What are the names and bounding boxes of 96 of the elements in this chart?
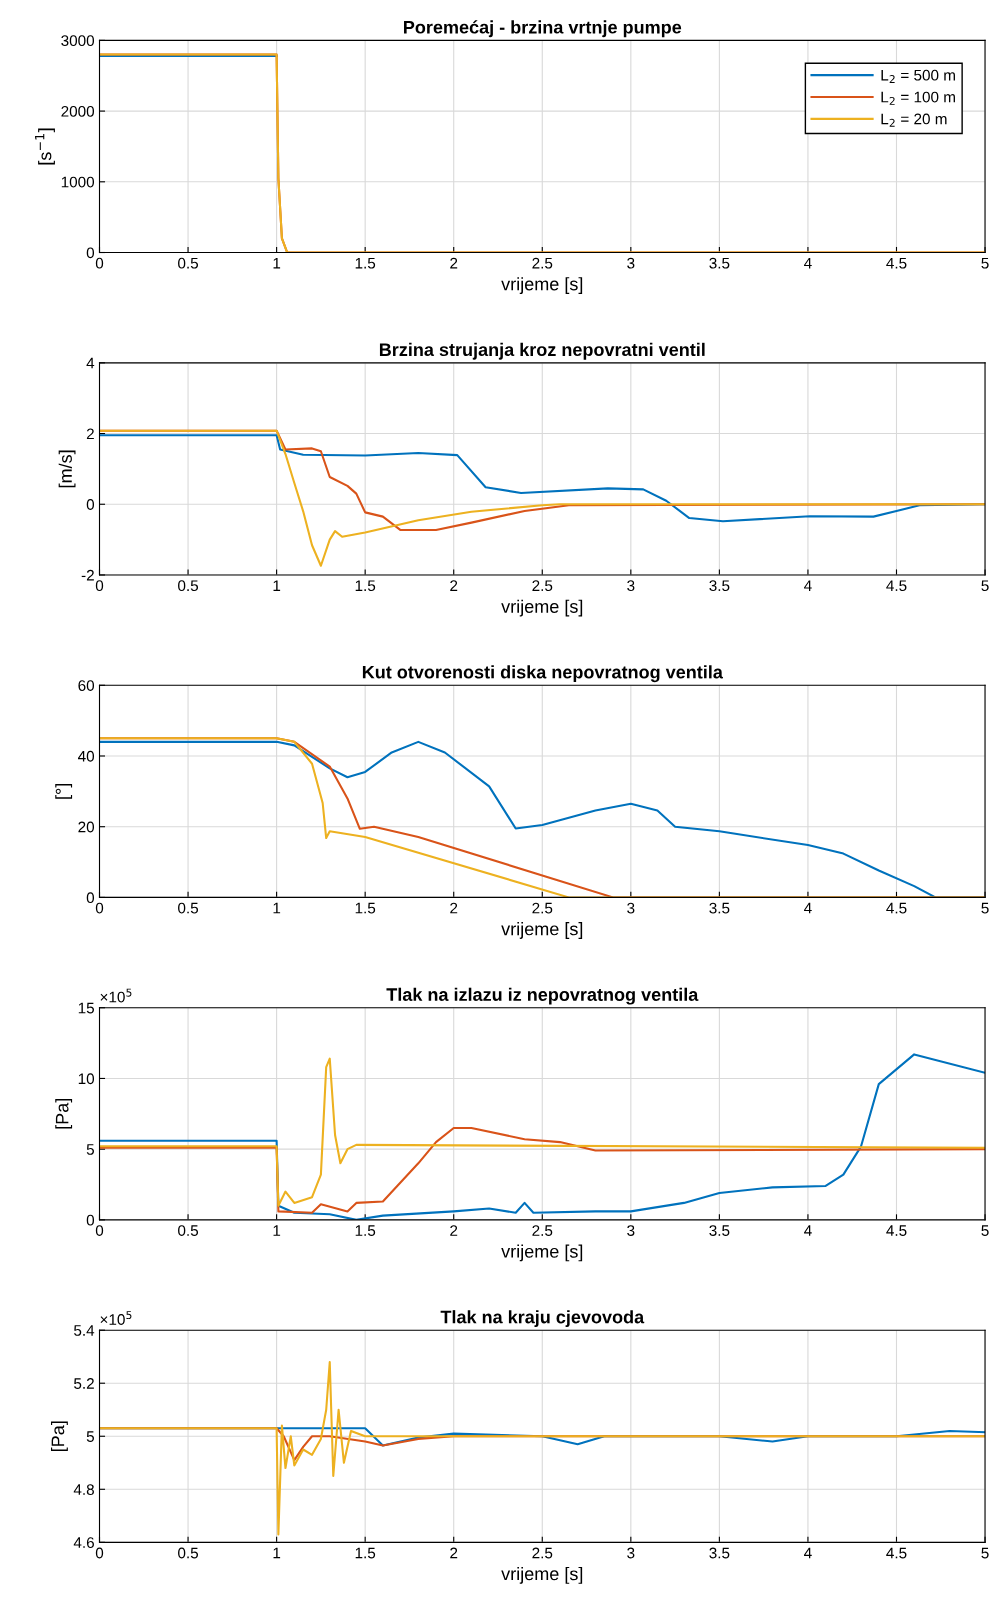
legend-label: L$_{2}$ = 500 m — [881, 69, 955, 83]
y-tick-label: 20 — [78, 821, 95, 833]
chart-title: Kut otvorenosti diska nepovratnog ventila — [362, 665, 723, 683]
x-tick-label: 1.5 — [355, 257, 376, 269]
x-tick-label: 5 — [981, 1547, 989, 1559]
x-axis-title: vrijeme [s] — [501, 277, 583, 294]
legend-label: L$_{2}$ = 20 m — [881, 113, 947, 127]
y-tick-label: 0 — [86, 499, 95, 510]
x-tick-label: 3 — [627, 1225, 635, 1236]
x-tick-label: 0 — [95, 1225, 104, 1236]
x-tick-label: 1 — [273, 902, 281, 914]
x-tick-label: 4.5 — [886, 902, 907, 914]
text: ×10$^{5}$ — [100, 988, 132, 1003]
x-tick-label: 4 — [804, 580, 812, 591]
y-tick-label: -2 — [81, 569, 94, 581]
legend-label: L$_{2}$ = 100 m — [881, 91, 955, 105]
x-tick-label: 1 — [273, 1547, 281, 1559]
x-tick-label: 0.5 — [178, 580, 199, 592]
y-axis-title: [Pa] — [55, 1099, 73, 1129]
x-tick-label: 0.5 — [178, 1225, 199, 1236]
x-tick-label: 3.5 — [709, 257, 730, 269]
chart-title: Tlak na izlazu iz nepovratnog ventila — [386, 987, 699, 1005]
x-tick-label: 2.5 — [532, 1225, 553, 1236]
y-axis-title: [°] — [55, 784, 73, 799]
x-tick-label: 0 — [95, 1547, 104, 1559]
x-tick-label: 5 — [981, 257, 989, 269]
x-tick-label: 3.5 — [709, 580, 730, 592]
y-tick-label: 1000 — [61, 176, 95, 188]
y-tick-label: 5.2 — [74, 1378, 94, 1389]
y-tick-label: 10 — [78, 1073, 95, 1085]
x-tick-label: 0 — [95, 257, 104, 269]
y-tick-label: 3000 — [61, 35, 95, 47]
x-tick-label: 1.5 — [355, 580, 376, 592]
x-tick-label: 5 — [981, 580, 989, 592]
x-tick-label: 1.5 — [355, 1547, 376, 1559]
y-axis-title: [m/s] — [58, 450, 76, 488]
x-tick-label: 1.5 — [355, 902, 376, 914]
x-tick-label: 0.5 — [178, 1547, 199, 1559]
y-tick-label: 2 — [86, 428, 94, 440]
x-tick-label: 3.5 — [709, 902, 730, 914]
x-tick-label: 3 — [627, 902, 635, 914]
chart-title: Brzina strujanja kroz nepovratni ventil — [379, 342, 705, 360]
chart-title: Poremećaj - brzina vrtnje pumpe — [404, 20, 682, 38]
y-tick-label: 0 — [86, 1214, 95, 1226]
x-tick-label: 4.5 — [886, 1225, 907, 1236]
x-axis-title: vrijeme [s] — [501, 922, 583, 939]
x-tick-label: 5 — [981, 1225, 989, 1236]
x-tick-label: 5 — [981, 902, 989, 914]
x-tick-label: 2 — [450, 257, 458, 269]
x-tick-label: 2 — [450, 1225, 458, 1236]
y-tick-label: 40 — [78, 750, 95, 762]
x-tick-label: 4 — [804, 1547, 812, 1559]
y-tick-label: 5.4 — [74, 1325, 95, 1336]
x-tick-label: 4.5 — [886, 257, 907, 269]
x-tick-label: 1 — [273, 257, 281, 269]
text: ×10$^{5}$ — [100, 1311, 132, 1325]
y-tick-label: 4.8 — [73, 1484, 94, 1495]
x-tick-label: 2 — [450, 580, 458, 591]
y-tick-label: 5 — [86, 1431, 94, 1442]
y-axis-title: [s$^{−1}$] — [35, 128, 55, 165]
x-tick-label: 4.5 — [886, 580, 907, 592]
x-tick-label: 3 — [627, 580, 635, 592]
x-tick-label: 3.5 — [709, 1547, 730, 1559]
x-tick-label: 0.5 — [178, 257, 199, 269]
y-tick-label: 15 — [78, 1002, 94, 1014]
x-tick-label: 1.5 — [355, 1225, 376, 1236]
x-tick-label: 2.5 — [532, 1547, 553, 1559]
y-tick-label: 4 — [86, 357, 95, 369]
x-tick-label: 0 — [95, 580, 104, 592]
y-tick-label: 0 — [86, 892, 95, 904]
x-tick-label: 2.5 — [532, 902, 553, 914]
x-tick-label: 0 — [95, 902, 104, 914]
x-tick-label: 3 — [627, 257, 635, 269]
x-tick-label: 1 — [273, 580, 281, 591]
x-tick-label: 1 — [273, 1225, 281, 1236]
x-tick-label: 2.5 — [532, 580, 553, 592]
x-axis-title: vrijeme [s] — [501, 599, 583, 617]
y-tick-label: 5 — [86, 1144, 94, 1155]
x-tick-label: 3.5 — [709, 1225, 730, 1236]
x-tick-label: 0.5 — [178, 902, 199, 914]
x-tick-label: 3 — [627, 1547, 635, 1559]
x-tick-label: 2 — [450, 1547, 458, 1559]
x-tick-label: 4 — [804, 257, 812, 269]
x-tick-label: 4 — [804, 902, 812, 914]
x-tick-label: 2.5 — [532, 257, 553, 269]
y-tick-label: 2000 — [61, 105, 95, 117]
chart-title: Tlak na kraju cjevovoda — [440, 1310, 645, 1327]
y-tick-label: 0 — [86, 247, 95, 259]
y-tick-label: 4.6 — [73, 1537, 94, 1549]
x-axis-title: vrijeme [s] — [501, 1566, 583, 1584]
x-tick-label: 4.5 — [886, 1547, 907, 1559]
x-tick-label: 4 — [804, 1225, 812, 1236]
y-axis-title: [Pa] — [51, 1421, 68, 1452]
x-axis-title: vrijeme [s] — [501, 1244, 583, 1262]
x-tick-label: 2 — [450, 902, 458, 914]
y-tick-label: 60 — [78, 680, 95, 691]
